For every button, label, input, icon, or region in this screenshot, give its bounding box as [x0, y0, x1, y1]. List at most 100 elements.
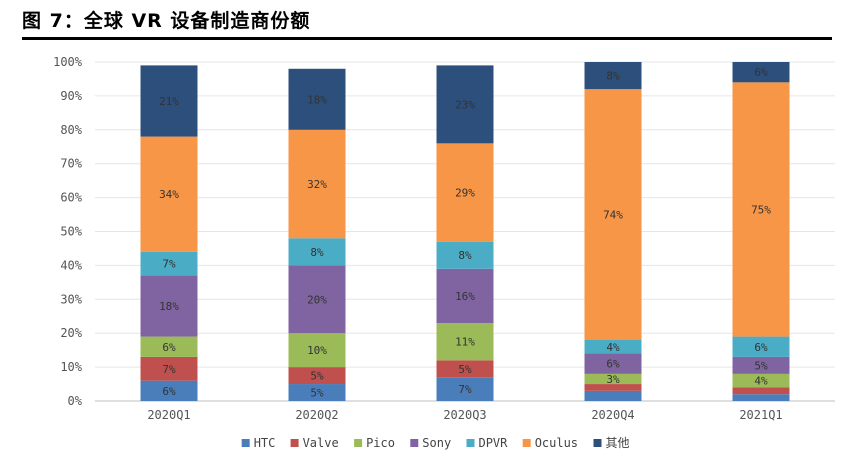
data-label: 3%: [606, 373, 620, 386]
bar-segment: [288, 367, 346, 385]
data-label: 5%: [754, 359, 768, 372]
bar-segment: [140, 65, 198, 137]
bar-segment: [288, 238, 346, 266]
data-label: 10%: [307, 344, 327, 357]
y-tick-label: 90%: [60, 89, 82, 103]
legend-swatch: [241, 439, 250, 447]
bar-segment: [584, 339, 642, 354]
data-label: 7%: [458, 383, 472, 396]
y-tick-label: 20%: [60, 326, 82, 340]
data-label: 75%: [751, 203, 771, 216]
data-label: 6%: [754, 66, 768, 79]
legend-label: Valve: [303, 436, 339, 450]
bar-segment: [436, 360, 494, 378]
data-label: 18%: [159, 300, 179, 313]
bar-segment: [288, 68, 346, 130]
data-label: 6%: [606, 358, 620, 371]
data-label: 4%: [754, 375, 768, 388]
bar-segment: [584, 89, 642, 340]
bar-segment: [584, 384, 642, 391]
bar-segment: [584, 353, 642, 374]
bar-segment: [140, 136, 198, 252]
bar-segment: [288, 333, 346, 368]
data-label: 5%: [458, 363, 472, 376]
data-label: 8%: [310, 246, 324, 259]
y-tick-label: 100%: [53, 55, 83, 69]
bar-segment: [140, 356, 198, 381]
bar-segment: [584, 62, 642, 90]
data-label: 5%: [310, 387, 324, 400]
bar-segment: [140, 380, 198, 401]
bar-segment: [140, 336, 198, 357]
title-underline: [22, 37, 832, 40]
legend-swatch: [354, 439, 363, 447]
x-tick-label: 2021Q1: [739, 408, 782, 422]
data-label: 34%: [159, 188, 179, 201]
data-label: 18%: [307, 93, 327, 106]
y-axis: 0% 10% 20% 30% 40% 50% 60% 70% 80% 90% 100%: [53, 55, 83, 408]
data-label: 6%: [162, 341, 176, 354]
legend-label: HTC: [254, 436, 276, 450]
legend-label: 其他: [605, 436, 629, 450]
data-label: 74%: [603, 209, 623, 222]
bar-segment: [584, 373, 642, 385]
x-axis: 2020Q1 2020Q2 2020Q3 2020Q4 2021Q1: [147, 408, 782, 422]
data-label: 5%: [310, 370, 324, 383]
data-label: 6%: [162, 385, 176, 398]
bar-segment: [732, 387, 790, 395]
bar-segment: [140, 251, 198, 276]
data-label: 11%: [455, 336, 475, 349]
legend-swatch: [522, 439, 531, 447]
legend-label: Sony: [422, 436, 451, 450]
bar-segment: [732, 373, 790, 388]
bar-segment: [288, 384, 346, 401]
x-tick-label: 2020Q2: [295, 408, 338, 422]
legend-label: Oculus: [535, 436, 578, 450]
y-tick-label: 80%: [60, 123, 82, 137]
y-tick-label: 40%: [60, 258, 82, 272]
bar-segment: [140, 275, 198, 337]
chart-title: 图 7：全球 VR 设备制造商份额: [22, 10, 311, 32]
data-label: 8%: [458, 249, 472, 262]
bar-segment: [732, 82, 790, 337]
bar-segment: [436, 323, 494, 361]
data-label: 21%: [159, 95, 179, 108]
data-label: 16%: [455, 290, 475, 303]
y-tick-label: 10%: [60, 360, 82, 374]
legend-label: Pico: [366, 436, 395, 450]
legend-swatch: [466, 439, 475, 447]
x-tick-label: 2020Q3: [443, 408, 486, 422]
bar-segment: [436, 65, 494, 144]
y-tick-label: 60%: [60, 191, 82, 205]
legend-swatch: [593, 439, 602, 447]
x-tick-label: 2020Q1: [147, 408, 190, 422]
bar-segment: [436, 241, 494, 269]
data-label: 7%: [162, 363, 176, 376]
data-label: 29%: [455, 187, 475, 200]
bar-segment: [732, 62, 790, 83]
bar-segment: [288, 265, 346, 334]
data-label: 20%: [307, 293, 327, 306]
bar-segment: [436, 377, 494, 401]
bar-segment: [732, 394, 790, 401]
y-tick-label: 50%: [60, 225, 82, 239]
data-label: 32%: [307, 178, 327, 191]
bar-segment: [436, 268, 494, 324]
legend-swatch: [410, 439, 419, 447]
bars: 6% 7% 6% 18% 7% 34% 21% 5% 5% 10% 20% 8% 32% 18% 7% 5% 1…: [140, 62, 790, 401]
legend-label: DPVR: [478, 436, 508, 450]
data-label: 6%: [754, 341, 768, 354]
bar-segment: [288, 129, 346, 239]
legend-swatch: [290, 439, 299, 447]
data-label: 7%: [162, 258, 176, 271]
y-tick-label: 70%: [60, 157, 82, 171]
bar-segment: [436, 143, 494, 242]
x-tick-label: 2020Q4: [591, 408, 634, 422]
data-label: 23%: [455, 98, 475, 111]
data-label: 4%: [606, 341, 620, 354]
y-tick-label: 0%: [68, 394, 83, 408]
legend: HTC Valve Pico Sony DPVR Oculus 其他: [241, 436, 630, 450]
bar-segment: [584, 390, 642, 401]
y-tick-label: 30%: [60, 292, 82, 306]
